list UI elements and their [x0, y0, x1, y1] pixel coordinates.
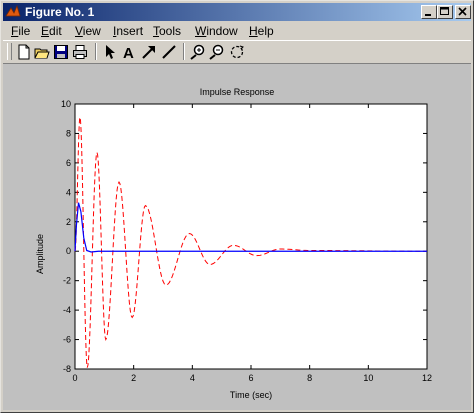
- title-bar[interactable]: Figure No. 1: [3, 3, 471, 21]
- edit-plot-button[interactable]: [101, 43, 119, 61]
- x-tick-label: 4: [190, 373, 195, 383]
- minimize-icon: [422, 6, 436, 18]
- menu-file[interactable]: File: [11, 24, 30, 38]
- menu-tools[interactable]: Tools: [153, 24, 181, 38]
- window-title: Figure No. 1: [25, 5, 94, 19]
- print-button[interactable]: [71, 43, 89, 61]
- x-tick-label: 12: [422, 373, 432, 383]
- y-tick-label: 2: [66, 217, 71, 227]
- y-tick-label: 8: [66, 128, 71, 138]
- menu-help-mnemonic: H: [249, 24, 258, 38]
- plot-area: [75, 104, 427, 369]
- menu-edit-label: dit: [49, 24, 62, 38]
- y-tick-label: 6: [66, 158, 71, 168]
- zoom-in-icon: [190, 44, 206, 60]
- x-axis-label: Time (sec): [75, 390, 427, 400]
- figure-canvas: Impulse Response 0 2 4 6 8 10 12 10 8 6 4 2 0 -2 -4 -6-…: [3, 64, 471, 410]
- open-file-button[interactable]: [33, 43, 51, 61]
- insert-line-button[interactable]: [160, 43, 178, 61]
- menu-view-mnemonic: V: [75, 24, 83, 38]
- save-button[interactable]: [52, 43, 70, 61]
- new-figure-button[interactable]: [15, 43, 33, 61]
- menu-help-label: elp: [258, 24, 274, 38]
- menu-window-mnemonic: W: [195, 24, 206, 38]
- toolbar-grip[interactable]: [7, 43, 12, 60]
- menu-help[interactable]: Help: [249, 24, 274, 38]
- toolbar-separator: [183, 43, 185, 60]
- y-tick-label: 10: [61, 99, 71, 109]
- print-icon: [72, 44, 88, 60]
- save-icon: [53, 44, 69, 60]
- menu-view-label: iew: [83, 24, 101, 38]
- rotate-3d-icon: [229, 44, 245, 60]
- x-tick-label: 10: [363, 373, 373, 383]
- menu-window[interactable]: Window: [195, 24, 238, 38]
- x-tick-label: 6: [248, 373, 253, 383]
- menu-insert-label: nsert: [116, 24, 143, 38]
- y-tick-label: -8: [63, 364, 71, 374]
- zoom-out-button[interactable]: [208, 43, 226, 61]
- matlab-app-icon: [5, 4, 21, 20]
- x-tick-label: 0: [72, 373, 77, 383]
- y-tick-label: -6: [63, 335, 71, 345]
- zoom-out-icon: [209, 44, 225, 60]
- menu-insert[interactable]: Insert: [113, 24, 143, 38]
- maximize-icon: [438, 6, 452, 18]
- close-icon: [456, 6, 470, 18]
- menu-window-label: indow: [206, 24, 237, 38]
- select-arrow-icon: [102, 44, 118, 60]
- insert-line-icon: [161, 44, 177, 60]
- y-tick-label: -2: [63, 276, 71, 286]
- insert-text-icon: A: [121, 44, 137, 60]
- y-tick-label: 4: [66, 187, 71, 197]
- minimize-button[interactable]: [421, 5, 437, 19]
- y-tick-label: -4: [63, 305, 71, 315]
- zoom-in-button[interactable]: [189, 43, 207, 61]
- toolbar-separator: [95, 43, 97, 60]
- rotate-3d-button[interactable]: [228, 43, 246, 61]
- menu-edit[interactable]: Edit: [41, 24, 62, 38]
- menu-view[interactable]: View: [75, 24, 101, 38]
- insert-text-button[interactable]: A: [120, 43, 138, 61]
- x-tick-label: 2: [131, 373, 136, 383]
- insert-arrow-icon: [141, 44, 157, 60]
- open-folder-icon: [34, 44, 50, 60]
- menu-file-label: ile: [18, 24, 30, 38]
- menu-tools-label: ools: [159, 24, 181, 38]
- svg-text:A: A: [123, 45, 134, 60]
- menu-edit-mnemonic: E: [41, 24, 49, 38]
- impulse-response-plot[interactable]: 0 2 4 6 8 10 12 10 8 6 4 2 0 -2 -4 -6 -8: [3, 64, 471, 410]
- y-tick-label: 0: [66, 246, 71, 256]
- x-tick-label: 8: [307, 373, 312, 383]
- insert-arrow-button[interactable]: [140, 43, 158, 61]
- y-axis-label: Amplitude: [35, 234, 45, 274]
- toolbar: A: [3, 40, 471, 64]
- maximize-button[interactable]: [437, 5, 453, 19]
- new-file-icon: [16, 44, 32, 60]
- close-button[interactable]: [455, 5, 471, 19]
- menu-bar: File Edit View Insert Tools Window Help: [3, 22, 471, 40]
